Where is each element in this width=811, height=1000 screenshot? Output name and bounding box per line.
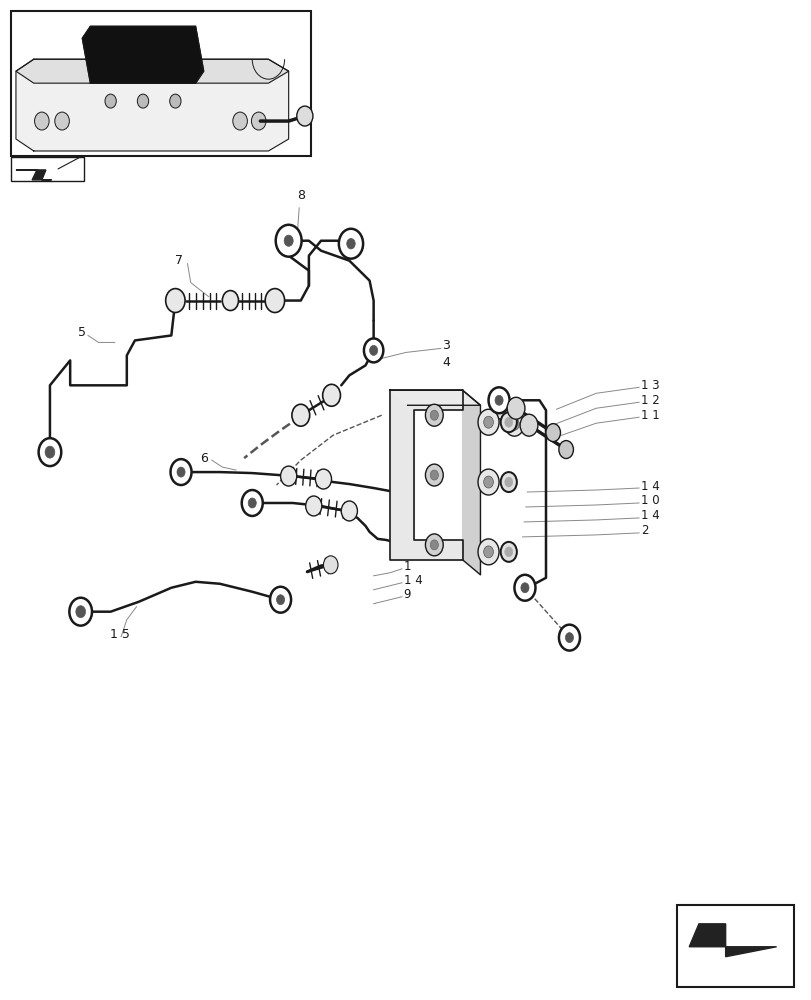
Circle shape bbox=[242, 490, 263, 516]
Circle shape bbox=[504, 547, 513, 557]
Text: 1 0: 1 0 bbox=[640, 494, 659, 507]
Text: 9: 9 bbox=[403, 588, 410, 601]
Circle shape bbox=[520, 414, 537, 436]
Circle shape bbox=[558, 625, 579, 651]
Circle shape bbox=[105, 94, 116, 108]
Circle shape bbox=[296, 106, 312, 126]
Text: 5: 5 bbox=[78, 326, 86, 339]
Circle shape bbox=[291, 404, 309, 426]
Circle shape bbox=[483, 546, 493, 558]
Circle shape bbox=[276, 225, 301, 257]
Text: 1 3: 1 3 bbox=[640, 379, 659, 392]
Text: 3: 3 bbox=[442, 339, 450, 352]
Text: 7: 7 bbox=[175, 254, 183, 267]
Circle shape bbox=[54, 112, 69, 130]
Circle shape bbox=[425, 404, 443, 426]
Circle shape bbox=[483, 416, 493, 428]
FancyBboxPatch shape bbox=[11, 157, 84, 181]
Circle shape bbox=[137, 94, 148, 108]
Circle shape bbox=[222, 291, 238, 311]
Circle shape bbox=[488, 387, 509, 413]
Circle shape bbox=[478, 539, 499, 565]
Text: 1: 1 bbox=[403, 560, 410, 573]
Circle shape bbox=[369, 345, 377, 355]
Text: 1 4: 1 4 bbox=[640, 509, 659, 522]
Circle shape bbox=[35, 112, 49, 130]
Circle shape bbox=[338, 229, 363, 259]
Circle shape bbox=[69, 598, 92, 626]
Circle shape bbox=[430, 410, 438, 420]
Circle shape bbox=[233, 112, 247, 130]
Circle shape bbox=[500, 542, 517, 562]
Circle shape bbox=[270, 587, 290, 613]
Circle shape bbox=[265, 289, 285, 313]
Text: 1 1: 1 1 bbox=[640, 409, 659, 422]
Circle shape bbox=[346, 238, 354, 249]
Polygon shape bbox=[462, 390, 480, 575]
Circle shape bbox=[170, 459, 191, 485]
Text: 1 5: 1 5 bbox=[109, 628, 130, 641]
Circle shape bbox=[341, 501, 357, 521]
Text: 8: 8 bbox=[296, 189, 304, 202]
Circle shape bbox=[322, 384, 340, 406]
Circle shape bbox=[514, 575, 534, 601]
Circle shape bbox=[558, 441, 573, 459]
Circle shape bbox=[281, 466, 296, 486]
Circle shape bbox=[425, 534, 443, 556]
Bar bbox=[11, 11, 310, 156]
Circle shape bbox=[169, 94, 181, 108]
Text: 4: 4 bbox=[442, 356, 450, 369]
Circle shape bbox=[430, 540, 438, 550]
Circle shape bbox=[478, 469, 499, 495]
Polygon shape bbox=[16, 59, 288, 83]
Circle shape bbox=[430, 470, 438, 480]
Circle shape bbox=[363, 338, 383, 362]
Polygon shape bbox=[689, 924, 775, 957]
Circle shape bbox=[564, 633, 573, 643]
Circle shape bbox=[75, 606, 85, 618]
Circle shape bbox=[177, 467, 185, 477]
Circle shape bbox=[509, 418, 519, 430]
Circle shape bbox=[277, 595, 285, 605]
Circle shape bbox=[248, 498, 256, 508]
Circle shape bbox=[323, 556, 337, 574]
Polygon shape bbox=[16, 59, 288, 151]
Polygon shape bbox=[16, 170, 51, 180]
Circle shape bbox=[500, 472, 517, 492]
Circle shape bbox=[507, 397, 524, 419]
Circle shape bbox=[504, 412, 524, 436]
Circle shape bbox=[495, 395, 503, 405]
Circle shape bbox=[500, 412, 517, 432]
Circle shape bbox=[305, 496, 321, 516]
Text: 1 4: 1 4 bbox=[640, 480, 659, 493]
Polygon shape bbox=[82, 26, 204, 83]
Text: 2: 2 bbox=[640, 524, 647, 537]
Circle shape bbox=[284, 235, 293, 246]
Circle shape bbox=[478, 409, 499, 435]
Circle shape bbox=[251, 112, 266, 130]
Circle shape bbox=[504, 477, 513, 487]
Text: 1 4: 1 4 bbox=[403, 574, 422, 587]
Circle shape bbox=[39, 438, 61, 466]
Circle shape bbox=[315, 469, 331, 489]
Circle shape bbox=[165, 289, 185, 313]
Circle shape bbox=[45, 446, 54, 458]
Circle shape bbox=[496, 401, 506, 413]
Text: 1 2: 1 2 bbox=[640, 394, 659, 407]
Circle shape bbox=[504, 417, 513, 427]
Circle shape bbox=[521, 583, 528, 593]
Bar bbox=[676, 905, 793, 987]
Circle shape bbox=[491, 395, 511, 419]
Circle shape bbox=[545, 424, 560, 442]
Circle shape bbox=[483, 476, 493, 488]
Circle shape bbox=[425, 464, 443, 486]
Polygon shape bbox=[389, 390, 462, 560]
Polygon shape bbox=[389, 390, 480, 405]
Text: 6: 6 bbox=[200, 452, 208, 465]
